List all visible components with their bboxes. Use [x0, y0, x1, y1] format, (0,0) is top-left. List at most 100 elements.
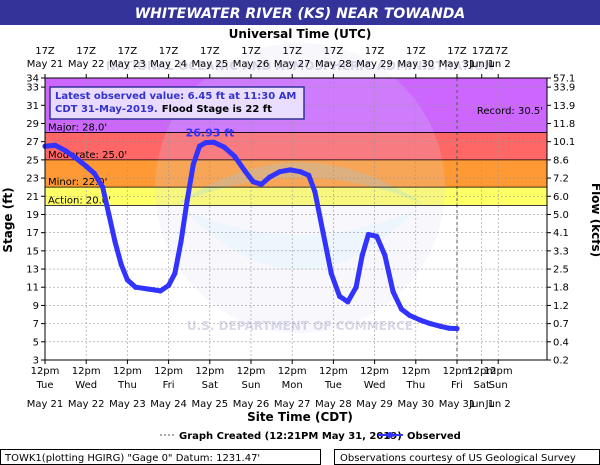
bottom-x-tick-day: Sat — [202, 380, 218, 391]
bottom-x-tick-time: 12pm — [467, 366, 496, 377]
flow-tick-label: 1.8 — [553, 283, 569, 294]
top-x-tick-date: May 24 — [150, 59, 187, 70]
bottom-x-tick-day: Fri — [451, 380, 463, 391]
observed-point — [178, 239, 184, 245]
observed-point — [336, 293, 343, 299]
observed-point — [52, 142, 58, 148]
bottom-x-tick-day: Thu — [117, 380, 137, 391]
observed-point — [437, 323, 444, 329]
observed-point — [320, 230, 326, 236]
bottom-x-tick-day: Mon — [282, 380, 303, 391]
observed-point — [166, 282, 172, 289]
legend-graph-created-label: Graph Created (12:21PM May 31, 2019) — [179, 431, 402, 442]
observed-point — [157, 288, 163, 294]
footer-right-text: Observations courtesy of US Geological S… — [340, 453, 576, 464]
observed-point — [100, 184, 106, 190]
top-x-tick-date: May 31 — [439, 59, 476, 70]
flow-tick-label: 3.3 — [553, 246, 569, 257]
bottom-x-tick-date: May 26 — [233, 399, 270, 410]
observed-point — [258, 181, 264, 188]
threshold-label: Major: 28.0' — [48, 123, 107, 134]
watermark-text-bottom: U.S. DEPARTMENT OF COMMERCE — [187, 319, 413, 333]
bottom-x-tick-date: May 29 — [356, 399, 393, 410]
latest-info-line1: Latest observed value: 6.45 ft at 11:30 … — [55, 91, 296, 102]
bottom-x-tick-day: Wed — [75, 380, 97, 391]
observed-point — [83, 163, 89, 169]
observed-point — [427, 321, 433, 327]
y-tick-label: 21 — [26, 192, 39, 203]
bottom-x-tick-time: 12pm — [154, 366, 183, 377]
bottom-x-tick-day: Sat — [474, 380, 490, 391]
y-tick-label: 9 — [33, 301, 39, 312]
observed-point — [242, 168, 248, 174]
y-tick-label: 31 — [26, 101, 39, 112]
top-axis-title: Universal Time (UTC) — [229, 27, 372, 41]
y-tick-label: 23 — [26, 174, 39, 185]
y-tick-label: 34 — [26, 74, 39, 85]
bottom-x-tick-time: 12pm — [443, 366, 472, 377]
top-x-tick-date: May 30 — [398, 59, 435, 70]
y-tick-label: 27 — [26, 137, 39, 148]
plot-frame — [44, 77, 548, 361]
record-label: Record: 30.5' — [477, 106, 543, 117]
flow-tick-label: 5.0 — [553, 210, 569, 221]
y-tick-label: 25 — [26, 155, 39, 166]
top-x-tick-date: May 21 — [27, 59, 64, 70]
observed-point — [382, 252, 388, 258]
observed-point — [454, 326, 460, 332]
top-x-tick-date: Jun 1 — [468, 59, 494, 70]
flow-tick-label: 10.1 — [553, 137, 575, 148]
bottom-x-tick-time: 12pm — [319, 366, 348, 377]
bottom-x-tick-date: May 30 — [398, 399, 435, 410]
observed-point — [145, 286, 151, 292]
bottom-x-tick-day: Thu — [405, 380, 425, 391]
top-x-tick-date: May 25 — [192, 59, 229, 70]
bottom-x-tick-date: May 23 — [109, 399, 146, 410]
top-x-tick-utc: 17Z — [447, 46, 467, 57]
bottom-x-tick-time: 12pm — [31, 366, 60, 377]
bottom-x-tick-time: 12pm — [278, 366, 307, 377]
observed-point — [277, 169, 283, 175]
observed-point — [211, 139, 217, 145]
chart-title: WHITEWATER RIVER (KS) NEAR TOWANDA — [135, 6, 466, 22]
flow-tick-label: 11.8 — [553, 119, 575, 130]
observed-point — [390, 289, 396, 295]
legend-observed-marker — [387, 432, 393, 438]
flow-tick-label: 6.0 — [553, 192, 569, 203]
observed-point — [172, 270, 178, 277]
bottom-x-tick-day: Sun — [489, 380, 508, 391]
top-x-tick-date: May 27 — [274, 59, 311, 70]
observed-point — [106, 211, 112, 218]
observed-point — [196, 143, 203, 149]
y-tick-label: 13 — [26, 265, 39, 276]
threshold-label: Moderate: 25.0' — [48, 150, 127, 161]
flow-tick-label: 0.7 — [553, 319, 569, 330]
bottom-x-tick-date: Jun 2 — [485, 399, 511, 410]
observed-point — [266, 174, 273, 180]
top-x-tick-utc: 17Z — [282, 46, 302, 57]
observed-point — [398, 306, 404, 312]
flow-tick-label: 8.6 — [553, 155, 569, 166]
top-x-tick-utc: 17Z — [365, 46, 385, 57]
top-x-tick-utc: 17Z — [472, 46, 492, 57]
observed-point — [203, 139, 209, 146]
top-x-tick-utc: 17Z — [488, 46, 508, 57]
flow-tick-label: 0.2 — [553, 356, 569, 367]
observed-point — [306, 172, 312, 178]
bottom-x-tick-time: 12pm — [113, 366, 142, 377]
title-bar — [0, 0, 600, 25]
bottom-x-tick-date: May 22 — [68, 399, 105, 410]
y-tick-label: 5 — [33, 337, 39, 348]
legend-observed-label: Observed — [407, 431, 461, 442]
observed-point — [446, 325, 452, 331]
flow-tick-label: 13.9 — [553, 101, 575, 112]
y-tick-label: 19 — [26, 210, 39, 221]
legend: Graph Created (12:21PM May 31, 2019) Obs… — [160, 431, 461, 442]
y-tick-label: 29 — [26, 119, 39, 130]
bottom-x-tick-date: May 21 — [27, 399, 64, 410]
observed-point — [184, 198, 190, 204]
flood-band-moderate — [45, 159, 547, 188]
flow-tick-label: 2.5 — [553, 265, 569, 276]
flow-tick-label: 0.4 — [553, 337, 569, 348]
